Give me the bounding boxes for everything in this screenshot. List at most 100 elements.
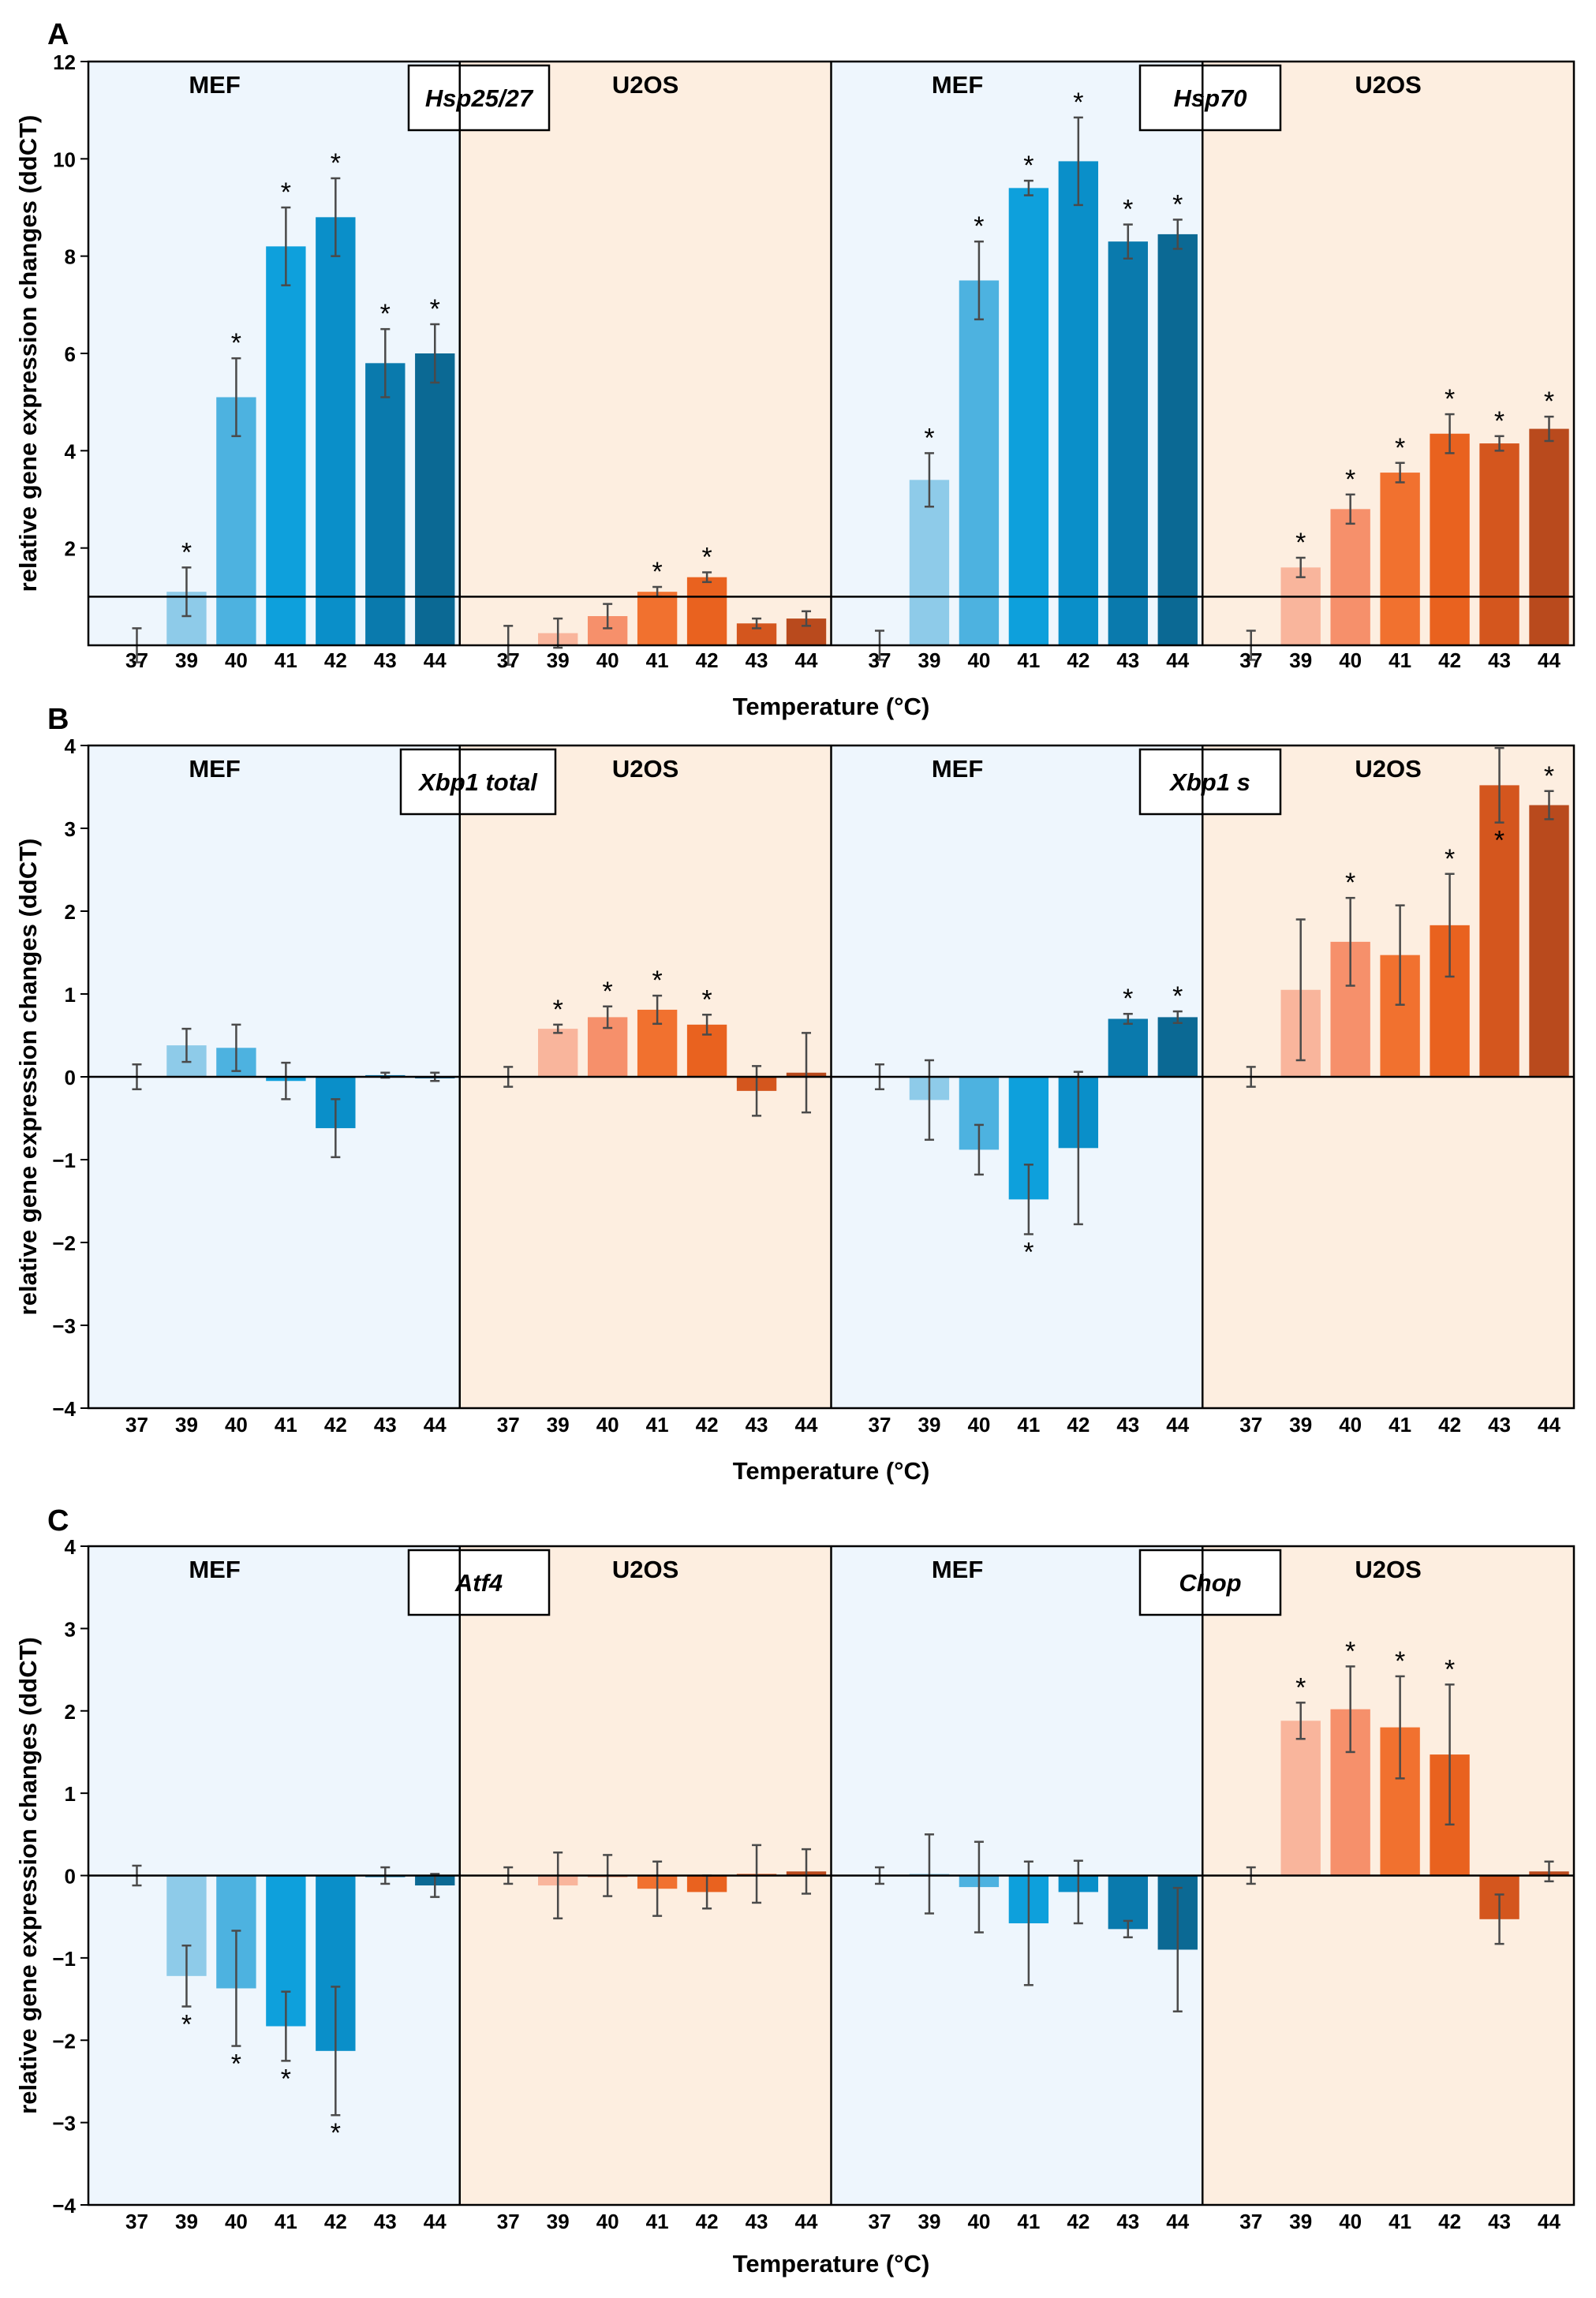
panel-b-xtick-label: 37 xyxy=(125,1413,148,1437)
panel-c-ytick-label: 4 xyxy=(65,1535,77,1559)
panel-b-xtick-label: 39 xyxy=(1289,1413,1312,1437)
panel-b-xtick-label: 44 xyxy=(795,1413,818,1437)
panel-a-xtick-label: 37 xyxy=(497,648,520,672)
panel-b-group-label-0: MEF xyxy=(189,755,240,783)
panel-c-xtick-label: 37 xyxy=(497,2210,520,2233)
panel-b-group-label-2: MEF xyxy=(932,755,983,783)
panel-b-bar-2-43 xyxy=(1108,1018,1148,1077)
panel-b-ytick-label: −1 xyxy=(52,1149,76,1172)
panel-a-bar-3-43 xyxy=(1479,443,1519,645)
panel-b-signif-star-1-39: * xyxy=(553,995,563,1025)
panel-c-xtick-label: 43 xyxy=(374,2210,397,2233)
panel-a-group-label-1: U2OS xyxy=(612,71,678,99)
panel-c-signif-star-0-41: * xyxy=(281,2064,291,2094)
panel-a-ytick-label: 12 xyxy=(53,50,76,74)
panel-b-xtick-label: 44 xyxy=(1166,1413,1189,1437)
panel-a-ytick-label: 10 xyxy=(53,148,76,171)
panel-b-xtick-label: 39 xyxy=(918,1413,940,1437)
panel-c-xtick-label: 44 xyxy=(1166,2210,1189,2233)
panel-a-signif-star-3-40: * xyxy=(1345,465,1355,495)
panel-a-xtick-label: 41 xyxy=(646,648,669,672)
panel-b-signif-star-3-43: * xyxy=(1494,826,1504,856)
panel-c-group-label-0: MEF xyxy=(189,1556,240,1583)
panel-c-ytick-label: −1 xyxy=(52,1947,76,1971)
panel-c-xtick-label: 43 xyxy=(1116,2210,1139,2233)
panel-b-xtick-label: 40 xyxy=(967,1413,990,1437)
panel-c-xtick-label: 40 xyxy=(225,2210,248,2233)
panel-a-xtick-label: 40 xyxy=(1339,648,1362,672)
panel-b-xtick-label: 40 xyxy=(596,1413,619,1437)
panel-b-signif-star-2-44: * xyxy=(1172,981,1183,1011)
panel-a-xtick-label: 43 xyxy=(746,648,768,672)
panel-a-xtick-label: 37 xyxy=(1239,648,1262,672)
panel-a-bar-3-42 xyxy=(1430,433,1470,645)
panel-a-signif-star-0-41: * xyxy=(281,177,291,207)
panel-c-signif-star-3-42: * xyxy=(1445,1654,1455,1684)
panel-a-letter: A xyxy=(47,18,69,51)
panel-c-xtick-label: 42 xyxy=(1438,2210,1461,2233)
panel-c-xtick-label: 37 xyxy=(125,2210,148,2233)
panel-a-gene-box-0 xyxy=(407,64,551,132)
panel-b-ytick-label: 4 xyxy=(65,734,77,758)
panel-b-xtick-label: 40 xyxy=(225,1413,248,1437)
panel-b-xtick-label: 39 xyxy=(547,1413,570,1437)
panel-a-ylabel: relative gene expression changes (ddCT) xyxy=(14,115,42,592)
panel-a-bar-1-41 xyxy=(637,592,678,645)
panel-c-xtick-label: 44 xyxy=(424,2210,447,2233)
panel-a-signif-star-2-42: * xyxy=(1073,88,1083,118)
panel-c-signif-star-3-40: * xyxy=(1345,1636,1355,1666)
panel-c-ytick-label: 0 xyxy=(65,1865,76,1889)
panel-a-signif-star-0-40: * xyxy=(231,328,241,358)
panel-b-xtick-label: 39 xyxy=(175,1413,198,1437)
panel-c-xtick-label: 40 xyxy=(1339,2210,1362,2233)
panel-c-ytick-label: 2 xyxy=(65,1700,76,1724)
panel-a-signif-star-0-43: * xyxy=(380,299,391,329)
panel-a-bar-2-40 xyxy=(959,280,1000,645)
panel-a-signif-star-0-39: * xyxy=(181,537,192,567)
panel-b-signif-star-1-42: * xyxy=(701,985,712,1014)
panel-a-xtick-label: 40 xyxy=(225,648,248,672)
panel-b-ytick-label: 2 xyxy=(65,900,76,924)
panel-c-xtick-label: 40 xyxy=(967,2210,990,2233)
panel-c-signif-star-0-40: * xyxy=(231,2050,241,2079)
panel-b-xtick-label: 43 xyxy=(374,1413,397,1437)
panel-a-signif-star-3-43: * xyxy=(1494,406,1504,436)
panel-a-xtick-label: 40 xyxy=(596,648,619,672)
panel-c-gene-box-0 xyxy=(407,1549,551,1616)
panel-a-xtick-label: 42 xyxy=(696,648,719,672)
panel-b-gene-label-1: Xbp1 s xyxy=(1168,768,1250,796)
panel-a-xtick-label: 42 xyxy=(324,648,347,672)
panel-b-xtick-label: 37 xyxy=(1239,1413,1262,1437)
panel-c-xtick-label: 39 xyxy=(175,2210,198,2233)
panel-a-xtick-label: 39 xyxy=(175,648,198,672)
panel-a-group-label-0: MEF xyxy=(189,71,240,99)
panel-b-xtick-label: 41 xyxy=(1389,1413,1411,1437)
panel-a-bar-0-43 xyxy=(365,363,406,645)
panel-a-xtick-label: 41 xyxy=(1017,648,1040,672)
panel-a-xtick-label: 44 xyxy=(1166,648,1189,672)
panel-a-signif-star-2-40: * xyxy=(974,211,984,241)
panel-a-ytick-label: 4 xyxy=(65,439,77,463)
panel-a-bar-0-42 xyxy=(316,217,356,645)
panel-c-group-label-2: MEF xyxy=(932,1556,983,1583)
panel-b-bar-3-44 xyxy=(1529,805,1569,1077)
panel-a-xtick-label: 44 xyxy=(1538,648,1560,672)
panel-b-xtick-label: 43 xyxy=(1116,1413,1139,1437)
panel-b-gene-box-0 xyxy=(399,748,557,816)
panel-a-bar-3-39 xyxy=(1280,567,1321,645)
panel-a-signif-star-1-41: * xyxy=(652,557,663,587)
panel-a-frame xyxy=(87,60,1575,647)
panel-a-xtick-label: 37 xyxy=(125,648,148,672)
panel-b-xtick-label: 42 xyxy=(1067,1413,1090,1437)
panel-a-gene-label-0: Hsp25/27 xyxy=(425,84,534,112)
panel-c-ytick-label: 3 xyxy=(65,1617,76,1641)
panel-a-xtick-label: 39 xyxy=(547,648,570,672)
panel-c-ylabel: relative gene expression changes (ddCT) xyxy=(14,1637,42,2114)
panel-b-gene-box-1 xyxy=(1138,748,1282,816)
panel-c-gene-box-1 xyxy=(1138,1549,1282,1616)
panel-c-xtick-label: 42 xyxy=(696,2210,719,2233)
panel-b-signif-star-3-40: * xyxy=(1345,868,1355,898)
panel-b-signif-star-3-44: * xyxy=(1544,761,1554,791)
panel-b-ytick-label: −4 xyxy=(52,1397,76,1421)
